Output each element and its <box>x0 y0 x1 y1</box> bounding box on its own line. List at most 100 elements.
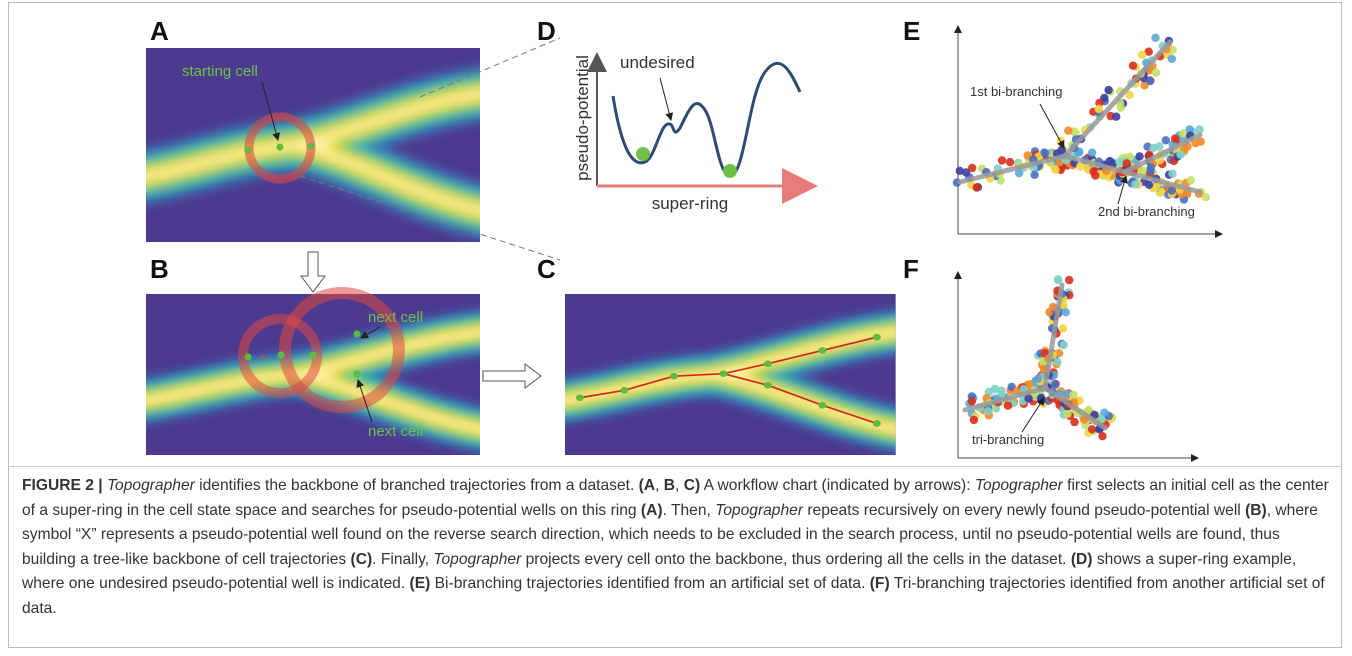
cell-point <box>1003 401 1013 410</box>
caption-run: first selects an initial cell as the cen… <box>22 477 1329 519</box>
cell-point <box>1170 134 1180 143</box>
ridge <box>711 372 896 432</box>
cell-point <box>1098 432 1107 441</box>
panel-label: E <box>903 16 920 46</box>
cell-point <box>1033 374 1043 383</box>
cell-point <box>961 168 971 177</box>
caption-run: A workflow chart (indicated by arrows): <box>700 477 975 494</box>
cell-point <box>1087 148 1097 157</box>
heatmap-b <box>146 294 480 456</box>
cell-point <box>1122 159 1132 168</box>
panel-label: F <box>903 254 919 284</box>
cell-point <box>1087 425 1097 434</box>
cell-point <box>1137 50 1147 60</box>
cell-point <box>1059 340 1068 350</box>
cell-point <box>1186 176 1196 185</box>
trajectory <box>1042 282 1065 391</box>
panel-label: C <box>537 254 556 284</box>
caption-run: , <box>675 477 684 494</box>
workflow-arrow <box>482 363 542 389</box>
caption-run: Topographer <box>106 477 195 494</box>
cell-point <box>1084 405 1093 414</box>
caption-run: (D) <box>1070 550 1093 568</box>
cell-point <box>1014 168 1024 178</box>
cell-point <box>1196 137 1205 146</box>
cell-point <box>1040 148 1050 158</box>
potential-curve <box>611 61 802 178</box>
annotation-arrow <box>659 77 674 121</box>
cell-dot <box>276 143 284 151</box>
well-dot <box>723 164 737 178</box>
cell-point <box>1070 417 1079 427</box>
panel-label: A <box>150 16 169 46</box>
cell-dot <box>669 372 678 380</box>
heatmap-c <box>565 294 896 456</box>
cell-point <box>1061 308 1070 317</box>
caption-run: (B) <box>1245 501 1267 519</box>
cell-point <box>1137 166 1147 176</box>
cell-point <box>1056 136 1065 145</box>
cell-point <box>1167 186 1177 195</box>
caption-run: identifies the backbone of branched traj… <box>194 477 639 494</box>
cell-dot <box>277 351 285 359</box>
cell-dot <box>353 330 361 338</box>
cell-point <box>1131 180 1140 189</box>
cell-point <box>1024 394 1033 403</box>
cell-point <box>1091 171 1100 180</box>
cell-dot <box>620 386 629 394</box>
cell-point <box>1051 165 1060 174</box>
cell-point <box>1157 188 1167 197</box>
cell-point <box>1151 68 1161 78</box>
cell-dot <box>353 370 361 378</box>
ridge-glow <box>146 308 480 453</box>
caption-run: Bi-branching trajectories identified fro… <box>430 575 870 592</box>
cell-point <box>1155 142 1164 151</box>
cell-point <box>983 407 993 416</box>
annotation-arrow <box>1039 103 1065 149</box>
trajectory <box>957 153 1068 185</box>
cell-point <box>1063 389 1072 398</box>
annotation-arrow <box>360 326 381 339</box>
caption-run: Topographer <box>433 550 522 568</box>
cell-point <box>1179 129 1188 138</box>
cell-point <box>997 156 1007 165</box>
cell-point <box>1168 169 1177 178</box>
cell-point <box>1069 390 1078 399</box>
figure-caption: FIGURE 2 | Topographer identifies the ba… <box>22 474 1332 621</box>
caption-run: , where symbol “X” represents a pseudo-p… <box>22 501 1318 568</box>
annotation: undesired <box>620 53 695 72</box>
cell-point <box>1195 125 1204 134</box>
cell-point <box>1030 170 1039 179</box>
cell-dot <box>872 420 881 427</box>
cell-dot <box>244 146 252 154</box>
panel-label: D <box>537 16 556 46</box>
ridge <box>293 372 480 432</box>
heatmap-ridges <box>146 65 480 240</box>
cell-point <box>967 397 977 406</box>
cell-point <box>1063 409 1072 419</box>
cell-point <box>968 163 977 173</box>
well-dot <box>636 147 650 161</box>
cell-point <box>1115 157 1124 167</box>
cell-point <box>1125 90 1134 100</box>
cell-point <box>1051 380 1060 389</box>
caption-run: Tri-branching trajectories identified fr… <box>22 575 1325 617</box>
cell-point <box>1053 275 1063 285</box>
trajectory <box>1062 39 1173 159</box>
backbone <box>579 372 724 399</box>
annotation: next cell <box>368 423 423 440</box>
workflow-arrow <box>300 251 326 293</box>
reverse-mark: × <box>260 352 266 364</box>
caption-run: . Then, <box>662 501 716 519</box>
annotation-arrow <box>1021 397 1045 433</box>
cell-point <box>1167 54 1177 63</box>
cell-point <box>990 384 1000 394</box>
caption-run: (A <box>638 477 656 494</box>
cell-dot <box>818 347 827 354</box>
ridge <box>711 330 896 377</box>
cell-point <box>1104 85 1113 95</box>
cell-point <box>969 415 979 425</box>
cell-point <box>1201 193 1211 202</box>
ridge-glow <box>146 65 480 240</box>
annotation: 1st bi-branching <box>970 84 1063 99</box>
